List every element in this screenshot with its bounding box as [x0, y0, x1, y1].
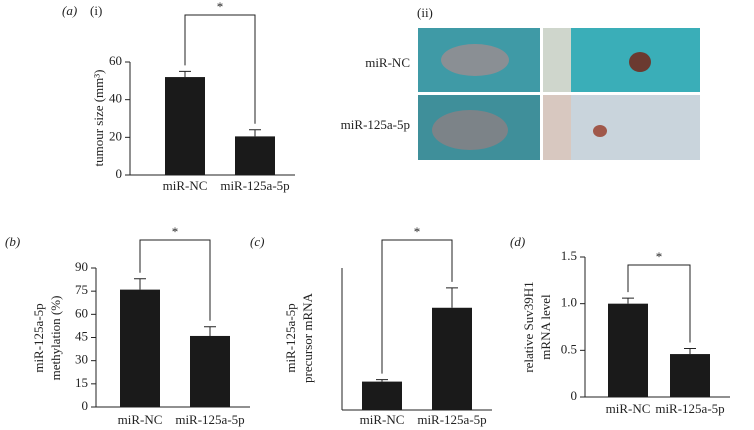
panel-label: (d): [510, 234, 525, 249]
x-tick-label: miR-125a-5p: [417, 412, 486, 427]
x-tick-label: miR-NC: [118, 412, 163, 427]
significance-label: *: [217, 0, 224, 14]
photo-panel: (ii) miR-NC miR-125a-5p: [341, 5, 700, 160]
tumour: [629, 52, 651, 72]
significance-bracket: [184, 14, 256, 124]
significance-label: *: [656, 249, 663, 264]
error-bar: [204, 326, 216, 336]
significance-bracket: [381, 239, 453, 374]
error-bar: [376, 379, 388, 382]
x-tick-label: miR-NC: [163, 178, 208, 193]
y-tick-label: 60: [75, 305, 88, 320]
y-tick-label: 40: [109, 91, 122, 106]
y-tick-label: 1.5: [561, 248, 577, 263]
error-bar: [622, 297, 634, 304]
y-tick-label: 30: [75, 352, 88, 367]
y-tick-label: 45: [75, 328, 88, 343]
y-tick-label: 20: [109, 128, 122, 143]
ruler: [543, 95, 571, 160]
x-tick-label: miR-125a-5p: [655, 401, 724, 416]
bar: [190, 335, 230, 407]
y-tick-label: 0: [82, 398, 89, 413]
y-tick-label: 0.5: [561, 341, 577, 356]
x-tick-label: miR-125a-5p: [175, 412, 244, 427]
significance-bracket: [139, 239, 211, 321]
tumour: [593, 125, 607, 137]
bar: [362, 381, 402, 410]
x-tick-label: miR-NC: [606, 401, 651, 416]
y-axis-label: methylation (%): [48, 296, 63, 381]
panel-label: (ii): [417, 5, 433, 20]
y-axis-label: relative Suv39H1: [521, 281, 536, 372]
panel-label: (b): [5, 234, 20, 249]
mouse: [432, 110, 508, 150]
bar: [120, 289, 160, 407]
y-axis-label: miR-125a-5p: [31, 303, 46, 372]
significance-label: *: [172, 224, 179, 239]
chart: 0 0.5 1.0 1.5 relative Suv39H1 mRNA level (d) m…: [510, 234, 730, 416]
bar: [670, 354, 710, 397]
y-axis-label: tumour size (mm³): [91, 69, 106, 166]
bar: [608, 303, 648, 397]
y-tick-label: 1.0: [561, 295, 577, 310]
x-tick-label: miR-125a-5p: [220, 178, 289, 193]
subpanel-label: (i): [90, 3, 102, 18]
y-tick-label: 75: [75, 282, 88, 297]
panel-label: (c): [250, 234, 264, 249]
y-axis-label: mRNA level: [538, 294, 553, 360]
ruler: [543, 28, 571, 92]
mouse: [441, 44, 509, 76]
x-tick-label: miR-NC: [360, 412, 405, 427]
y-tick-label: 60: [109, 53, 122, 68]
row-label: miR-125a-5p: [341, 117, 410, 132]
y-tick-label: 90: [75, 259, 88, 274]
y-axis-label: miR-125a-5p: [283, 303, 298, 372]
error-bar: [134, 278, 146, 290]
significance-label: *: [414, 224, 421, 239]
y-axis-label: precursor mRNA: [300, 292, 315, 383]
panel-label: (a): [62, 3, 77, 18]
y-tick-label: 15: [75, 375, 88, 390]
error-bar: [249, 129, 261, 137]
error-bar: [179, 70, 191, 78]
error-bar: [446, 287, 458, 308]
bar: [235, 136, 275, 175]
chart: miR-125a-5p precursor mRNA(c)miR-NC miR-12…: [250, 224, 492, 427]
y-tick-label: 0: [116, 166, 123, 181]
photo: [571, 95, 700, 160]
bar: [165, 77, 205, 175]
y-tick-label: 0: [571, 388, 578, 403]
bar: [432, 307, 472, 410]
row-label: miR-NC: [365, 55, 410, 70]
error-bar: [684, 347, 696, 355]
significance-bracket: [627, 264, 691, 343]
